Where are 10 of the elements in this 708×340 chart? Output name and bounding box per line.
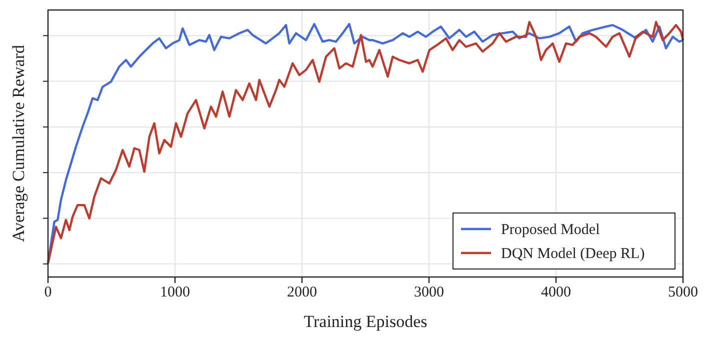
legend-label: DQN Model (Deep RL) — [501, 246, 645, 262]
x-tick-label: 4000 — [541, 284, 571, 301]
legend-label: Proposed Model — [501, 222, 600, 238]
x-tick-label: 2000 — [287, 284, 317, 301]
x-tick-label: 3000 — [414, 284, 444, 301]
x-tick-label: 0 — [44, 284, 52, 301]
x-tick-label: 5000 — [668, 284, 698, 301]
x-tick-label: 1000 — [160, 284, 190, 301]
y-axis-title: Average Cumulative Reward — [9, 44, 28, 242]
x-axis-title: Training Episodes — [304, 312, 428, 331]
